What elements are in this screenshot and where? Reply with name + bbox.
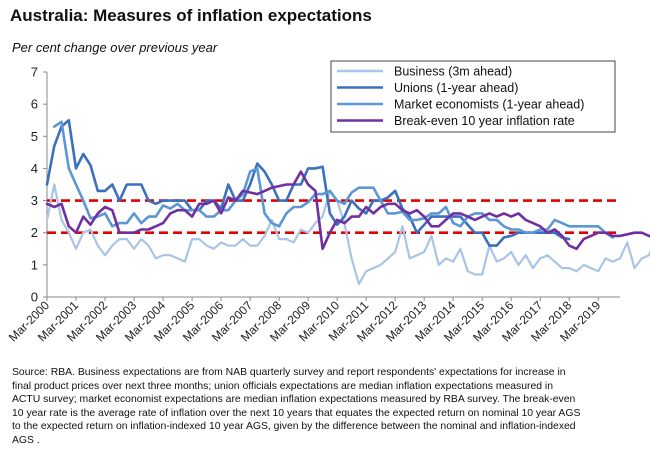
legend-label: Break-even 10 year inflation rate — [394, 114, 575, 128]
y-tick-label: 5 — [31, 129, 38, 144]
source-line: Source: RBA. Business expectations are f… — [12, 367, 566, 378]
y-tick-label: 4 — [31, 161, 38, 176]
series-line-break-even-10-year-inflation-rate — [45, 170, 650, 251]
series-lines — [45, 118, 650, 286]
chart-area: 01234567Mar-2000Mar-2001Mar-2002Mar-2003… — [6, 60, 650, 344]
y-tick-label: 7 — [31, 65, 38, 80]
y-tick-label: 6 — [31, 97, 38, 112]
source-line: ACTU survey; market economist expectatio… — [12, 394, 576, 406]
series-line-unions-1-year-ahead — [45, 118, 571, 247]
y-axis-label: Per cent change over previous year — [12, 40, 218, 55]
source-line: AGS . — [12, 434, 40, 446]
series-line-business-3m-ahead — [45, 183, 650, 286]
legend-label: Market economists (1-year ahead) — [394, 98, 584, 112]
legend-label: Business (3m ahead) — [394, 65, 512, 79]
legend: Business (3m ahead) Unions (1-year ahead)… — [330, 60, 616, 133]
y-tick-label: 1 — [31, 257, 38, 272]
series-line-market-economists-1-year-ahead — [52, 120, 615, 239]
source-note: Source: RBA. Business expectations are f… — [12, 366, 640, 448]
source-line: to the expected return on inflation-inde… — [12, 421, 576, 433]
source-line: 10 year rate is the average rate of infl… — [12, 407, 581, 419]
source-line: final product prices over next three mon… — [12, 380, 554, 392]
y-tick-label: 0 — [31, 290, 38, 305]
y-tick-label: 3 — [31, 193, 38, 208]
y-tick-label: 2 — [31, 225, 38, 240]
legend-label: Unions (1-year ahead) — [394, 81, 518, 95]
chart-title: Australia: Measures of inflation expecta… — [10, 6, 372, 25]
